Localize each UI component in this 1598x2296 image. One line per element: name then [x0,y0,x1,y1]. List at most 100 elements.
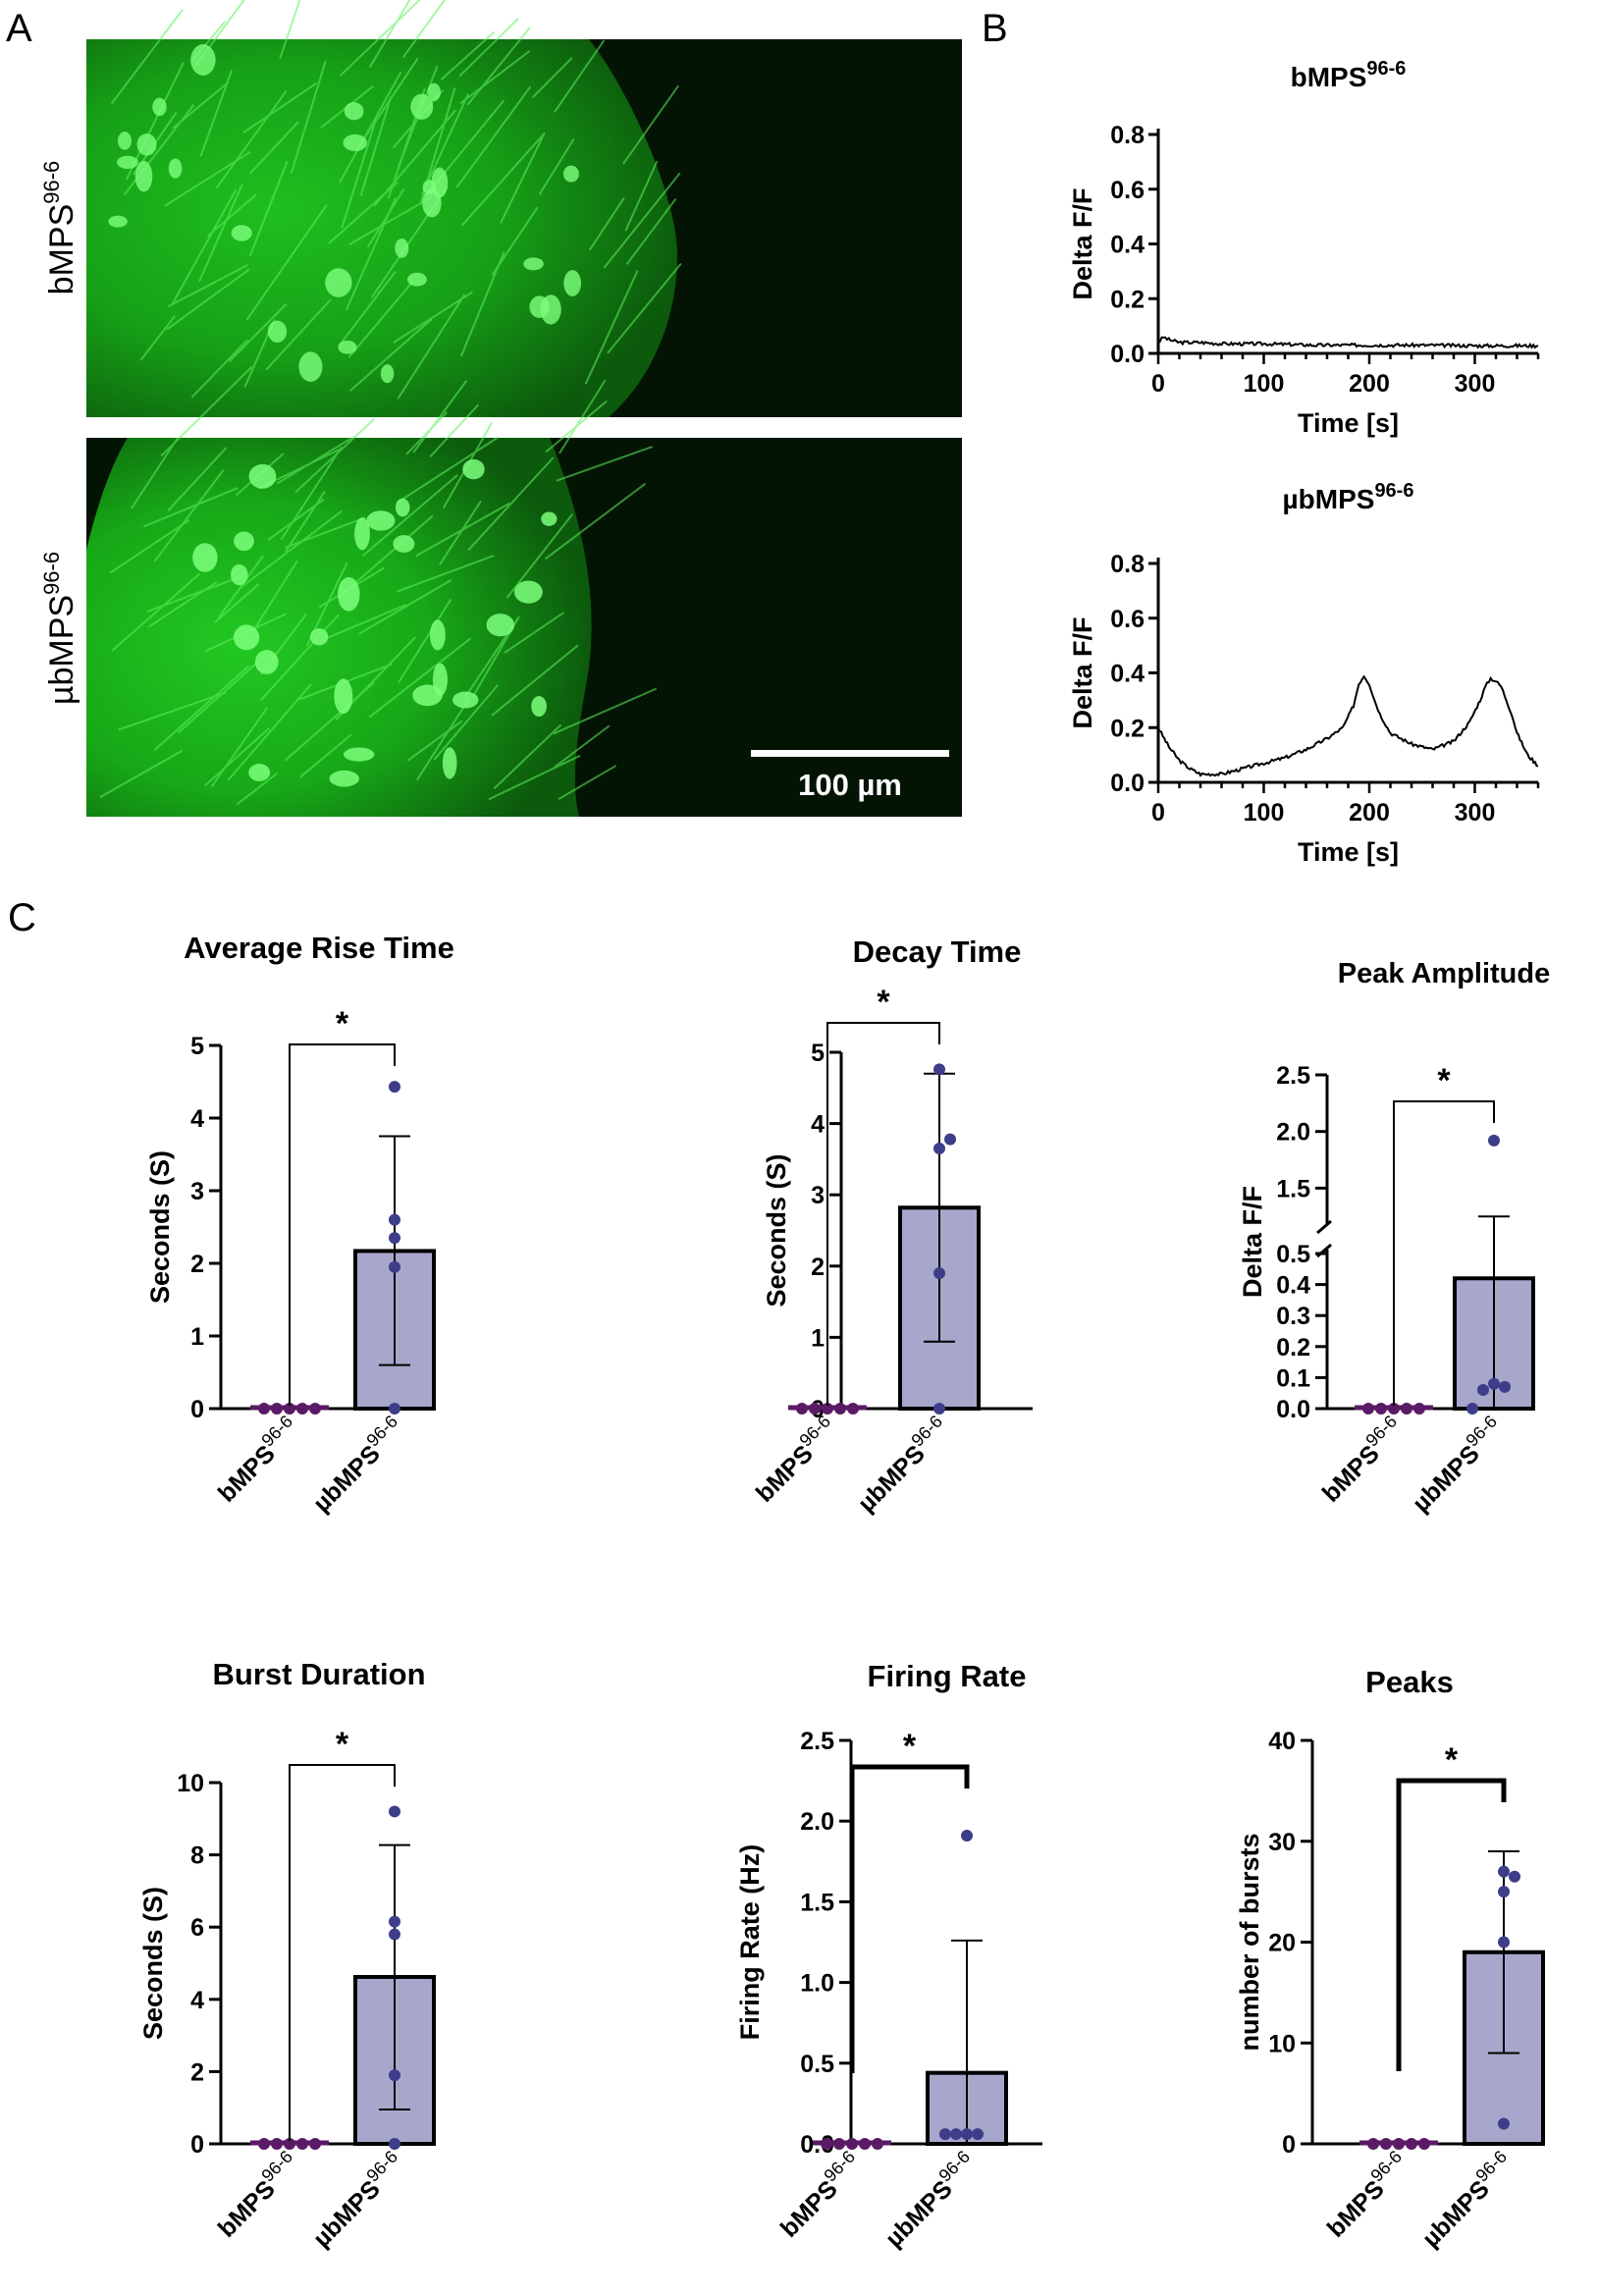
fiber [190,339,248,399]
y-tick-label: 2 [190,2058,204,2086]
fiber [242,81,318,134]
cell-body [531,696,547,718]
data-point [284,1403,295,1415]
fiber [373,109,456,207]
data-point [389,1805,400,1818]
significance-bracket [289,1043,396,1406]
x-tick-label: 300 [1455,799,1496,827]
data-point [833,2138,845,2150]
significance-star: * [336,1726,349,1763]
data-point [1499,1380,1511,1393]
cell-body [540,294,561,325]
data-point [296,1403,308,1415]
fiber [554,724,611,769]
cell-body [118,132,132,150]
scale-bar-label: 100 µm [798,768,902,802]
y-axis-label: number of bursts [1235,1833,1264,2051]
fiber [488,754,581,801]
fiber [198,184,243,283]
cell-body [338,576,360,612]
y-tick-label: 30 [1268,1829,1296,1856]
y-tick-label: 3 [811,1182,825,1209]
panel-label-a: A [6,7,32,50]
fiber [504,612,564,654]
fiber [215,90,288,189]
trace-chart-ubmps: µbMPS96-6 0.0 0.2 0.4 0.6 0.8 0 100 200 300 Time [… [1068,480,1540,867]
cell-body [298,351,323,382]
y-tick-label: 1 [190,1323,204,1351]
fiber [500,133,545,224]
chart-peaks: Peaks 0 10 20 30 40 number of bursts bMPS96-6µb… [1235,1665,1545,2253]
fiber [167,447,228,511]
cell-body [234,531,254,552]
cell-body [248,764,271,781]
fiber [624,160,659,232]
y-tick-label: 0.3 [1276,1303,1310,1330]
x-tick-label: 0 [1151,799,1165,827]
fiber [412,380,468,454]
y-tick-label: 40 [1268,1728,1296,1755]
data-point [271,1403,283,1415]
fiber [143,487,239,528]
fiber [363,57,419,138]
cell-body [338,340,357,354]
fiber [493,723,562,790]
fiber [359,96,393,196]
cell-body [366,510,396,531]
fiber [248,160,289,257]
chart-title: Burst Duration [213,1657,426,1691]
y-tick-label: 5 [190,1033,204,1060]
data-point [1477,1384,1489,1397]
y-tick-label: 5 [811,1040,825,1067]
fiber [240,509,343,589]
y-tick-label: 1.5 [1276,1175,1310,1202]
fiber [467,456,555,552]
data-point [1380,2138,1392,2150]
data-point [389,1915,400,1928]
fiber [368,637,472,719]
y-tick-label: 0.5 [1276,1241,1310,1268]
fiber [167,264,248,308]
cell-body [427,82,441,101]
cell-body [136,133,157,156]
data-point [389,1403,400,1415]
cell-body [231,225,252,241]
data-point [296,2138,308,2150]
data-point [872,2138,883,2150]
y-tick-label: 0 [1282,2131,1296,2159]
y-tick-label: 0.4 [1276,1272,1310,1300]
significance-star: * [903,1728,917,1765]
chart-title: Peak Amplitude [1338,958,1550,989]
y-axis-label: Delta F/F [1068,187,1097,299]
fiber [259,614,340,702]
fiber [245,203,328,321]
fiber [545,482,647,561]
data-point [1362,1403,1374,1415]
trace-line [1157,674,1538,777]
fiber [421,92,470,195]
fiber [341,119,377,229]
cell-body [412,684,443,707]
fiber [361,474,458,558]
panel-label-c: C [8,896,36,939]
fiber [347,195,432,246]
fiber [177,662,258,734]
cell-body [486,614,514,637]
cell-body [168,158,183,179]
data-point [284,2138,295,2150]
y-axis-label: Seconds (S) [145,1150,175,1304]
data-point [1488,1377,1500,1390]
cell-body [230,563,248,586]
x-tick-label: 300 [1455,370,1496,398]
fiber [267,498,325,542]
cell-body [422,188,442,218]
x-tick-label: 200 [1349,370,1390,398]
x-tick-label: bMPS96-6 [209,1412,305,1508]
y-axis-label: Seconds (S) [138,1887,168,2040]
cell-body [395,238,409,258]
data-point [1375,1403,1387,1415]
data-point [933,1063,945,1076]
data-point [1498,1886,1510,1898]
fiber [397,599,453,684]
fiber [393,291,473,344]
